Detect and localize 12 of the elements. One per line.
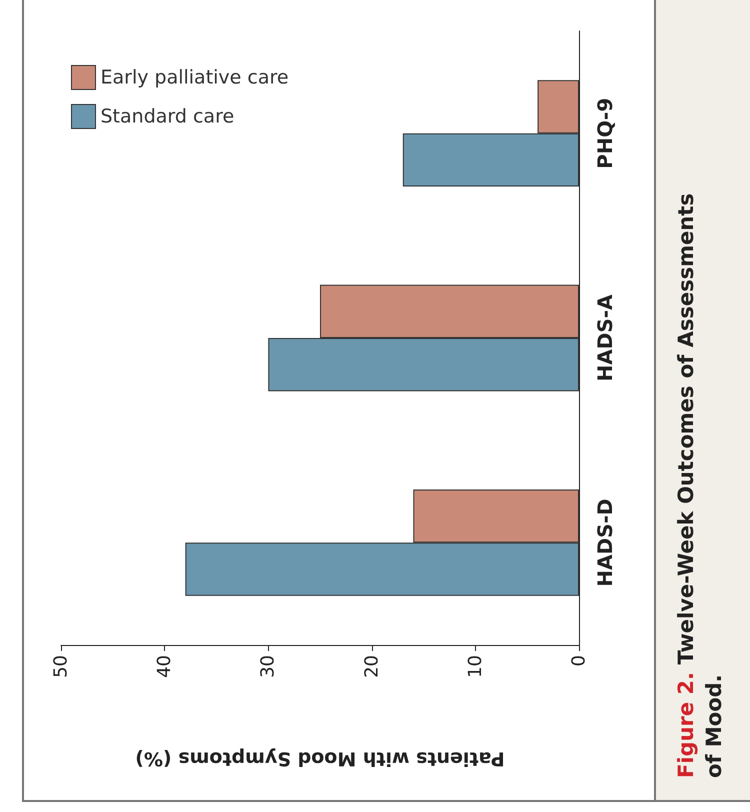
x-tick-label: 20 [361, 655, 382, 678]
x-tick-label: 0 [568, 655, 590, 666]
x-tick-label: 30 [258, 655, 279, 678]
x-tick-label: 10 [464, 655, 486, 678]
y-tick-label: HADS-A [593, 294, 617, 382]
y-tick-label: PHQ-9 [593, 98, 617, 169]
x-tick-label: 40 [154, 655, 176, 678]
legend-label: Standard care [100, 106, 234, 128]
x-tick-label: 50 [50, 655, 72, 678]
legend-label: Early palliative care [100, 66, 289, 88]
x-axis-title: Patients with Mood Symptoms (%) [135, 748, 505, 770]
y-tick-label: HADS-D [593, 498, 617, 587]
